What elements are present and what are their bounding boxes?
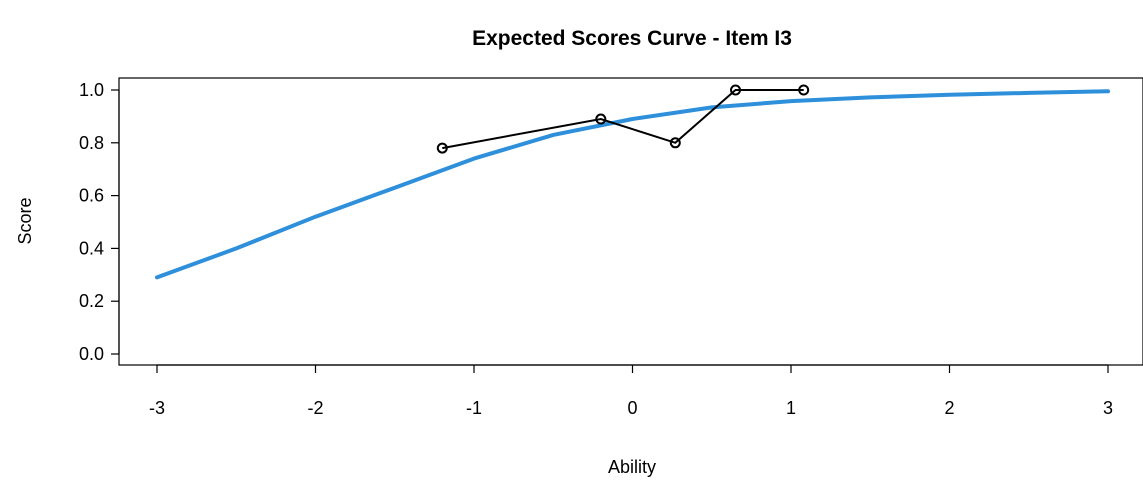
y-tick-label: 1.0 [79, 80, 104, 100]
x-tick-label: 2 [944, 398, 954, 418]
y-axis-label: Score [15, 197, 35, 244]
observed-score-point [669, 137, 681, 149]
x-tick-label: 1 [786, 398, 796, 418]
x-tick-label: -2 [307, 398, 323, 418]
y-tick-label: 0.8 [79, 133, 104, 153]
x-tick-label: 0 [627, 398, 637, 418]
y-axis: 0.0 0.2 0.4 0.6 0.8 1.0 [79, 80, 120, 364]
observed-score-point [436, 142, 448, 154]
expected-score-curve [155, 89, 1110, 280]
y-tick-label: 0.2 [79, 291, 104, 311]
observed-score-point [730, 84, 742, 96]
y-tick-label: 0.4 [79, 238, 104, 258]
x-tick-label: -1 [466, 398, 482, 418]
observed-score-point [595, 113, 607, 125]
x-tick-label: -3 [149, 398, 165, 418]
x-axis-label: Ability [608, 457, 656, 477]
y-tick-label: 0.6 [79, 186, 104, 206]
chart-title: Expected Scores Curve - Item I3 [472, 27, 792, 50]
observed-score-line [442, 89, 804, 150]
observed-score-point [798, 84, 810, 96]
x-axis: -3 -2 -1 0 1 2 3 [149, 364, 1113, 418]
x-tick-label: 3 [1103, 398, 1113, 418]
y-tick-label: 0.0 [79, 344, 104, 364]
series-layer [155, 84, 1110, 280]
